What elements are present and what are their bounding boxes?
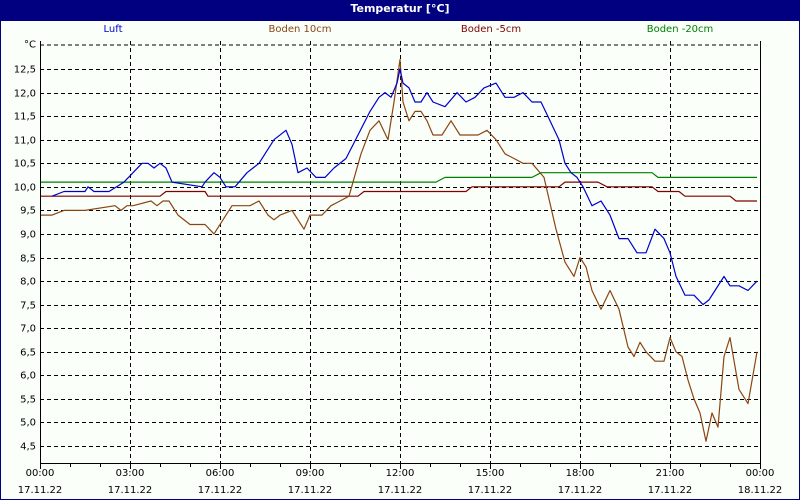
y-tick-label: 11,5 <box>13 111 36 122</box>
y-tick-label: 8,0 <box>20 276 36 287</box>
legend-item: Luft <box>103 24 123 35</box>
y-axis-unit: °C <box>24 39 36 51</box>
x-tick-date: 17.11.22 <box>107 485 153 496</box>
x-tick-date: 17.11.22 <box>287 485 333 496</box>
x-tick-time: 21:00 <box>655 468 685 479</box>
y-tick-label: 6,0 <box>20 370 36 381</box>
x-tick-label: 12:00 17.11.22 <box>378 465 423 499</box>
x-tick-label: 09:00 17.11.22 <box>288 465 333 499</box>
x-tick-time: 12:00 <box>385 468 415 479</box>
series-line-boden-5cm <box>40 181 757 202</box>
x-tick-date: 17.11.22 <box>557 485 603 496</box>
series-line-luft <box>51 68 758 306</box>
y-tick-label: 4,5 <box>20 441 36 452</box>
x-tick-label: 00:00 17.11.22 <box>18 465 63 499</box>
y-tick-label: 8,5 <box>20 253 36 264</box>
x-tick-label: 06:00 17.11.22 <box>198 465 243 499</box>
x-tick-time: 00:00 <box>25 468 55 479</box>
y-tick-label: 6,5 <box>20 347 36 358</box>
x-tick-date: 18.11.22 <box>737 485 783 496</box>
chart-title: Temperatur [°C] <box>0 0 800 21</box>
x-tick-time: 06:00 <box>205 468 235 479</box>
y-tick-label: 7,5 <box>20 300 36 311</box>
grid-lines <box>40 41 760 463</box>
data-series <box>40 58 758 442</box>
legend-item: Boden 10cm <box>268 24 332 35</box>
x-tick-label: 15:00 17.11.22 <box>468 465 513 499</box>
x-tick-date: 17.11.22 <box>17 485 63 496</box>
y-tick-label: 5,0 <box>20 417 36 428</box>
x-tick-date: 17.11.22 <box>467 485 513 496</box>
axes <box>40 41 761 469</box>
y-tick-label: 9,0 <box>20 229 36 240</box>
y-tick-label: 7,0 <box>20 323 36 334</box>
x-tick-time: 09:00 <box>295 468 325 479</box>
x-tick-time: 03:00 <box>115 468 145 479</box>
y-tick-label: 11,0 <box>13 135 36 146</box>
legend-item: Boden -20cm <box>646 24 714 35</box>
x-tick-label: 18:00 17.11.22 <box>558 465 603 499</box>
x-tick-label: 21:00 17.11.22 <box>648 465 693 499</box>
x-tick-label: 03:00 17.11.22 <box>108 465 153 499</box>
x-tick-time: 15:00 <box>475 468 505 479</box>
x-tick-time: 00:00 <box>745 468 775 479</box>
series-line-boden-10cm <box>40 58 758 442</box>
y-tick-label: 12,5 <box>13 64 36 75</box>
y-tick-label: 5,5 <box>20 394 36 405</box>
legend-item: Boden -5cm <box>460 24 522 35</box>
x-tick-date: 17.11.22 <box>197 485 243 496</box>
y-tick-label: 9,5 <box>20 205 36 216</box>
x-tick-label: 00:00 18.11.22 <box>738 465 783 499</box>
y-tick-label: 12,0 <box>13 88 36 99</box>
x-tick-date: 17.11.22 <box>377 485 423 496</box>
y-tick-label: 10,0 <box>13 182 36 193</box>
x-tick-time: 18:00 <box>565 468 595 479</box>
y-tick-label: 10,5 <box>13 158 36 169</box>
series-line-boden-20cm <box>40 172 757 183</box>
x-tick-date: 17.11.22 <box>647 485 693 496</box>
